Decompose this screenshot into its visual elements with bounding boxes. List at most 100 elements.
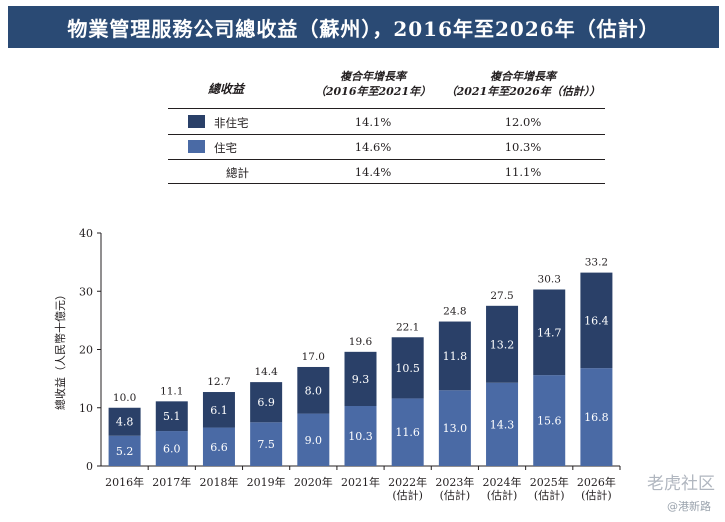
y-tick-label: 10 (79, 402, 93, 415)
bar-segment-nonresidential (533, 289, 566, 376)
table-row: 非住宅 14.1% 12.0% (168, 110, 605, 134)
bar-segment-nonresidential (344, 351, 377, 407)
bar-segment-nonresidential (108, 407, 141, 436)
table-header-label: 總收益 (208, 82, 245, 96)
bar-segment-residential (155, 431, 188, 466)
row-cagr-2016-2021: 14.1% (354, 115, 392, 129)
bar-segment-nonresidential (486, 305, 519, 383)
page-title: 物業管理服務公司總收益（蘇州），2016年至2026年（估計） (67, 16, 660, 41)
bar-segment-residential (391, 398, 424, 466)
table-rule (168, 134, 605, 135)
row-label: 非住宅 (214, 116, 249, 130)
bar-segment-nonresidential (438, 321, 471, 391)
row-cagr-2021-2026: 10.3% (504, 140, 542, 154)
table-col1-header-line2: （2016年至2021年） (314, 85, 432, 98)
x-tick-label: 2020年 (294, 475, 333, 489)
bar-value-label: 13.0 (443, 422, 468, 435)
bar-value-label: 9.0 (305, 434, 323, 447)
bar-segment-residential (202, 427, 235, 466)
bar-segment-residential (580, 368, 613, 466)
x-tick-label: 2024年 (483, 475, 522, 489)
bar-value-label: 15.6 (537, 415, 562, 428)
bar-segment-nonresidential (297, 366, 330, 414)
table-rule-top (168, 108, 605, 109)
row-cagr-2021-2026: 11.1% (504, 165, 542, 179)
bar-segment-residential (533, 375, 566, 466)
bar-value-label: 14.7 (537, 326, 562, 339)
bar-value-label: 13.2 (490, 338, 515, 351)
table-row: 住宅 14.6% 10.3% (168, 135, 605, 159)
bar-value-label: 6.0 (163, 443, 181, 456)
x-tick-label: (估計) (581, 488, 612, 502)
bar-value-label: 10.3 (348, 430, 373, 443)
x-tick-label: 2018年 (199, 475, 238, 489)
table-rule (168, 159, 605, 160)
row-cagr-2021-2026: 12.0% (504, 115, 542, 129)
table-rule-bottom (168, 183, 605, 184)
y-axis-label: 總收益（人民幣十億元） (53, 289, 67, 410)
bar-value-label: 14.3 (490, 418, 515, 431)
row-cagr-2016-2021: 14.4% (354, 165, 392, 179)
bar-total-label: 22.1 (396, 321, 419, 333)
bar-total-label: 27.5 (490, 290, 513, 302)
bar-segment-nonresidential (202, 392, 235, 428)
x-tick-label: 2019年 (247, 475, 286, 489)
bar-value-label: 16.4 (584, 314, 609, 327)
y-tick-label: 40 (79, 227, 93, 240)
bar-segment-residential (250, 422, 283, 466)
y-tick-label: 30 (79, 285, 93, 298)
x-tick-label: 2023年 (435, 475, 474, 489)
bar-value-label: 11.8 (443, 350, 468, 363)
row-label: 總計 (226, 166, 249, 180)
bar-segment-nonresidential (391, 337, 424, 399)
bar-segment-nonresidential (155, 401, 188, 432)
bar-value-label: 7.5 (257, 438, 275, 451)
bar-value-label: 9.3 (352, 373, 370, 386)
bar-value-label: 16.8 (584, 411, 609, 424)
bar-total-label: 24.8 (443, 306, 466, 318)
bar-value-label: 6.1 (210, 404, 228, 417)
row-label: 住宅 (214, 141, 237, 155)
title-bar: 物業管理服務公司總收益（蘇州），2016年至2026年（估計） (8, 6, 719, 48)
table-col2-header-line1: 複合年增長率 (490, 70, 556, 83)
x-tick-label: (估計) (440, 488, 471, 502)
x-tick-label: 2026年 (577, 475, 616, 489)
bar-total-label: 17.0 (302, 351, 325, 363)
bar-total-label: 14.4 (254, 366, 278, 378)
x-tick-label: 2021年 (341, 475, 380, 489)
bar-value-label: 6.6 (210, 441, 228, 454)
bar-total-label: 19.6 (349, 336, 373, 348)
bar-value-label: 8.0 (305, 384, 323, 397)
x-tick-label: 2022年 (388, 475, 427, 489)
bar-value-label: 6.9 (257, 396, 275, 409)
bar-total-label: 12.7 (207, 376, 230, 388)
bar-value-label: 11.6 (395, 426, 420, 439)
x-tick-label: 2017年 (152, 475, 191, 489)
bar-segment-residential (486, 382, 519, 466)
bar-segment-nonresidential (580, 272, 613, 369)
bar-total-label: 10.0 (113, 392, 136, 404)
x-tick-label: (估計) (534, 488, 565, 502)
bar-total-label: 11.1 (160, 385, 183, 397)
bar-value-label: 5.2 (116, 445, 134, 458)
bar-total-label: 30.3 (538, 274, 561, 286)
x-tick-label: 2025年 (530, 475, 569, 489)
y-tick-label: 0 (86, 460, 93, 473)
bar-segment-nonresidential (250, 382, 283, 423)
watermark-sub: @港新路 (667, 500, 711, 513)
legend-swatch-nonresidential (188, 115, 205, 128)
bar-value-label: 4.8 (116, 416, 134, 429)
bar-segment-residential (297, 413, 330, 466)
x-tick-label: 2016年 (105, 475, 144, 489)
bar-segment-residential (438, 390, 471, 466)
bar-value-label: 10.5 (395, 362, 420, 375)
bar-total-label: 33.2 (585, 257, 608, 269)
watermark: 老虎社区 (647, 474, 715, 494)
bar-segment-residential (344, 406, 377, 466)
table-col1-header-line1: 複合年增長率 (340, 70, 406, 83)
table-row: 總計 14.4% 11.1% (168, 160, 605, 184)
x-tick-label: (估計) (392, 488, 423, 502)
y-tick-label: 20 (79, 344, 93, 357)
x-tick-label: (估計) (487, 488, 518, 502)
